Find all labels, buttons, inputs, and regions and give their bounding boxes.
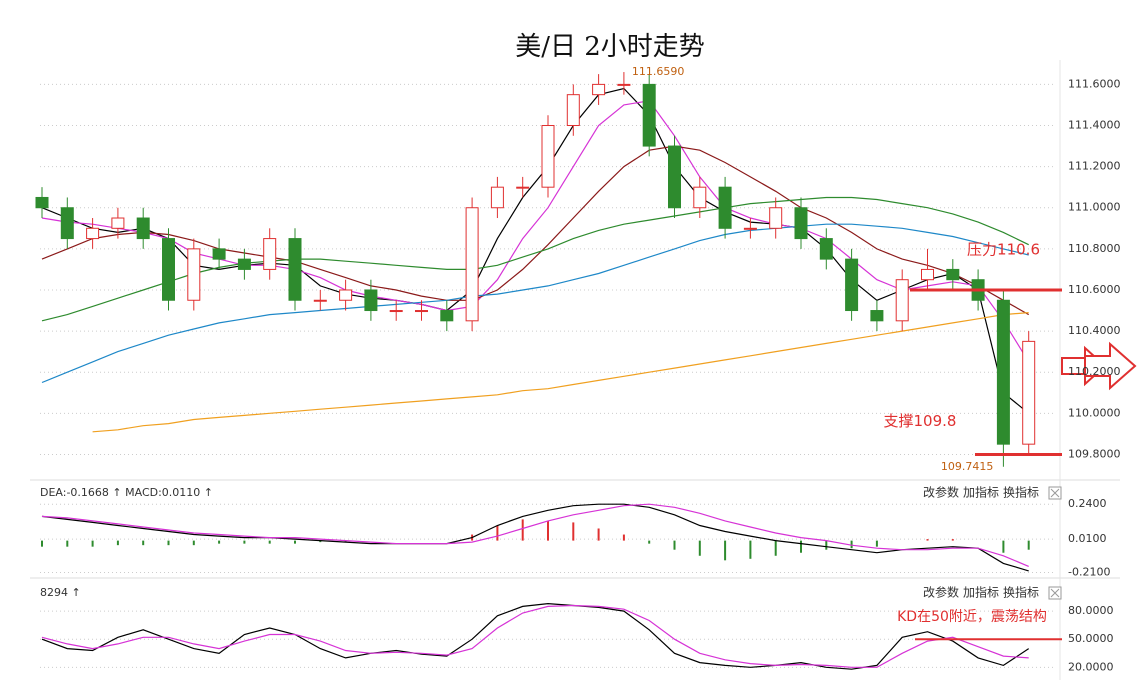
y-tick-label: -0.2100 (1068, 565, 1110, 578)
high-label: 111.6590 (632, 65, 685, 78)
candle-body (111, 217, 125, 229)
y-tick-label: 111.2000 (1068, 160, 1121, 173)
candle-body (465, 207, 479, 322)
annotation: 支撑109.8 (884, 412, 957, 430)
candle-body (288, 238, 302, 301)
panel-header: DEA:-0.1668 ↑ MACD:0.0110 ↑ (40, 486, 213, 499)
toolbar-button[interactable]: 改参数 (923, 485, 959, 500)
y-tick-label: 0.2400 (1068, 497, 1107, 510)
candle-body (617, 83, 631, 86)
candle-body (566, 94, 580, 127)
close-icon (1050, 488, 1060, 498)
candle-body (693, 186, 707, 209)
ma-line (41, 87, 1030, 414)
ma-line (41, 196, 1029, 322)
y-tick-label: 110.0000 (1068, 406, 1121, 419)
candle-body (819, 238, 833, 260)
y-tick-label: 110.2000 (1068, 365, 1121, 378)
candle-body (996, 299, 1010, 445)
y-tick-label: 110.8000 (1068, 242, 1121, 255)
panel-header: 8294 ↑ (40, 586, 81, 599)
candle-body (162, 238, 175, 301)
candle-body (60, 207, 74, 240)
ma-line (41, 503, 1029, 567)
y-tick-label: 111.0000 (1068, 201, 1121, 214)
candle-body (743, 227, 757, 230)
candle-body (313, 299, 327, 302)
toolbar-button[interactable]: 加指标 (963, 485, 999, 500)
arrow (1084, 341, 1137, 391)
y-tick-label: 111.4000 (1068, 119, 1121, 132)
candle-body (490, 186, 504, 209)
candle-body (895, 279, 909, 322)
candle-body (541, 125, 555, 188)
ma-line (41, 100, 1030, 363)
candle-body (389, 310, 403, 313)
candle-body (794, 207, 808, 240)
close-icon (1050, 588, 1060, 598)
ma-line (41, 604, 1029, 668)
candle-body (1022, 340, 1036, 445)
toolbar-button[interactable]: 加指标 (963, 585, 999, 600)
candle-body (212, 248, 226, 260)
y-tick-label: 20.0000 (1068, 660, 1114, 673)
low-label: 109.7415 (941, 460, 994, 473)
candle-body (136, 217, 150, 240)
y-tick-label: 110.4000 (1068, 324, 1121, 337)
candle-body (642, 83, 656, 147)
annotation: KD在50附近，震荡结构 (897, 609, 1047, 625)
candle-body (415, 310, 428, 313)
ma-line (41, 145, 1029, 316)
candle-body (187, 248, 201, 301)
candle-body (516, 186, 530, 189)
candle-body (946, 268, 960, 281)
y-tick-label: 0.0100 (1068, 532, 1107, 545)
y-tick-label: 109.8000 (1068, 447, 1121, 460)
candle-body (86, 227, 100, 240)
chart-title: 美/日 2小时走势 (515, 32, 705, 62)
ma-line (41, 503, 1029, 572)
candle-body (668, 145, 681, 209)
candle-body (845, 258, 859, 312)
candle-body (364, 289, 378, 312)
ma-line (41, 223, 1029, 384)
candle-body (921, 268, 934, 281)
y-tick-label: 110.6000 (1068, 283, 1121, 296)
candle-body (339, 289, 353, 301)
candle-body (440, 310, 454, 322)
candle-body (592, 83, 606, 96)
candle-body (870, 310, 884, 322)
candle-body (769, 207, 783, 229)
candle-body (35, 196, 49, 209)
candle-body (263, 238, 277, 270)
toolbar-button[interactable]: 改参数 (923, 585, 959, 600)
annotation: 压力110.6 (967, 240, 1040, 258)
candle-body (718, 186, 732, 229)
y-tick-label: 50.0000 (1068, 632, 1114, 645)
y-tick-label: 111.6000 (1068, 77, 1121, 90)
toolbar-button[interactable]: 换指标 (1003, 585, 1039, 600)
ma-line (92, 312, 1029, 433)
toolbar-button[interactable]: 换指标 (1003, 485, 1039, 500)
y-tick-label: 80.0000 (1068, 604, 1114, 617)
candle-body (237, 258, 251, 270)
